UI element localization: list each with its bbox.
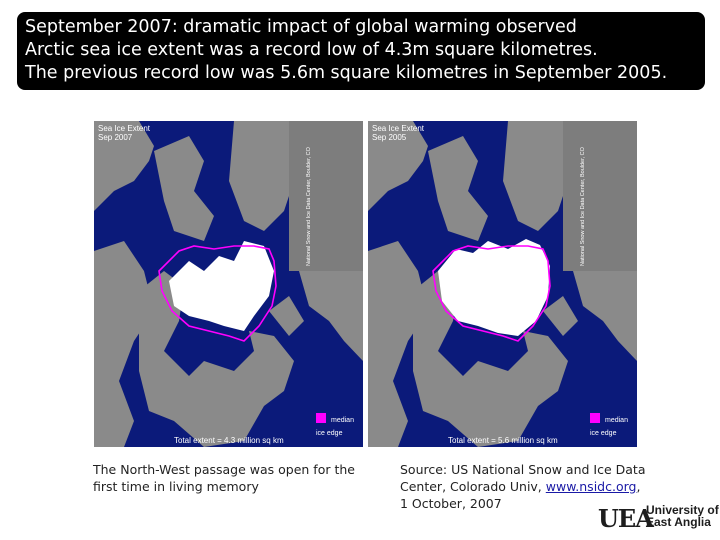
nsidc-link[interactable]: www.nsidc.org — [545, 479, 637, 494]
sea-ice — [438, 239, 550, 336]
credit-strip — [289, 121, 363, 271]
map-title-line-1: Sea Ice Extent — [98, 124, 151, 133]
land-mass — [269, 296, 304, 336]
left-caption-line-1: The North-West passage was open for the — [93, 462, 355, 477]
uea-logo-mark: UEA — [598, 504, 654, 533]
median-ice-edge — [158, 245, 277, 342]
source-line-1: Source: US National Snow and Ice Data — [400, 462, 646, 477]
data-credit: National Snow and Ice Data Center, Bould… — [580, 146, 586, 266]
sea-ice — [169, 241, 274, 331]
uea-logo-line-1: University of — [646, 503, 719, 517]
legend-swatch — [590, 413, 600, 423]
land-mass — [543, 296, 578, 336]
source-line-2-text: Center, Colorado Univ, — [400, 479, 546, 494]
land-mass — [413, 271, 568, 447]
map-title-line-1: Sea Ice Extent — [372, 124, 425, 133]
legend-label-line-2: ice edge — [316, 430, 343, 437]
uea-logo-line-2: East Anglia — [646, 515, 711, 529]
map-title-line-2: Sep 2005 — [372, 133, 407, 142]
left-caption-line-2: first time in living memory — [93, 479, 259, 494]
title-banner: September 2007: dramatic impact of globa… — [17, 12, 705, 90]
total-extent-label: Total extent = 4.3 million sq km — [174, 436, 284, 445]
land-mass — [139, 271, 294, 447]
median-ice-edge — [432, 245, 551, 342]
source-caption: Source: US National Snow and Ice Data Ce… — [400, 461, 646, 512]
uea-logo-text: University of East Anglia — [646, 504, 719, 528]
source-line-2: Center, Colorado Univ, www.nsidc.org, — [400, 478, 646, 495]
source-line-3: 1 October, 2007 — [400, 496, 502, 511]
sea-ice-map-2005: Sea Ice Extent Sep 2005 National Snow an… — [368, 121, 637, 447]
data-credit: National Snow and Ice Data Center, Bould… — [306, 146, 312, 266]
banner-line-3: The previous record low was 5.6m square … — [25, 63, 668, 83]
land-mass — [94, 121, 154, 211]
banner-line-1: September 2007: dramatic impact of globa… — [25, 17, 577, 37]
credit-strip — [563, 121, 637, 271]
banner-line-2: Arctic sea ice extent was a record low o… — [25, 40, 598, 60]
legend-label-line-2: ice edge — [590, 430, 617, 437]
legend-label-line-1: median — [331, 417, 354, 424]
left-caption: The North-West passage was open for the … — [93, 461, 355, 495]
source-line-2-suffix: , — [636, 479, 641, 494]
land-mass — [154, 136, 214, 241]
legend-label-line-1: median — [605, 417, 628, 424]
land-mass — [368, 121, 428, 211]
sea-ice-map-2007: Sea Ice Extent Sep 2007 National Snow an… — [94, 121, 363, 447]
map-title-line-2: Sep 2007 — [98, 133, 133, 142]
legend-swatch — [316, 413, 326, 423]
land-mass — [428, 136, 488, 241]
total-extent-label: Total extent = 5.6 million sq km — [448, 436, 558, 445]
